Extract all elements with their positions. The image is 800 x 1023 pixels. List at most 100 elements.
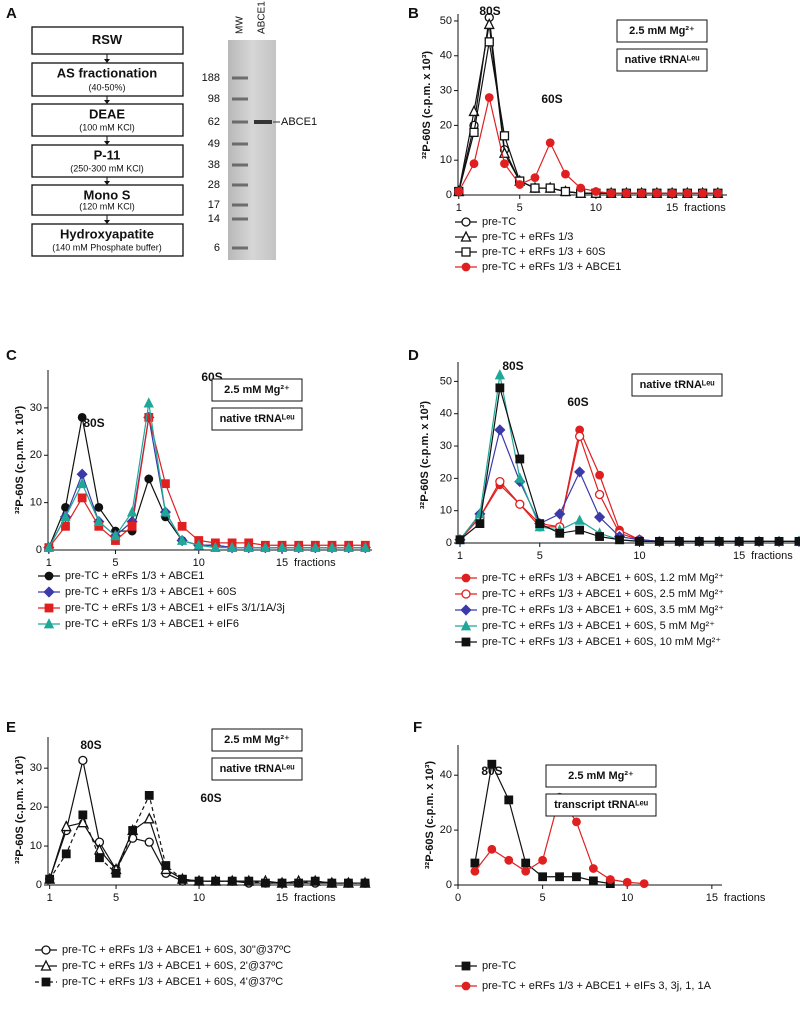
- panel-label: A: [6, 5, 17, 22]
- peak-label: 80S: [479, 4, 500, 18]
- x-axis-label: fractions: [724, 892, 766, 904]
- x-axis-label: fractions: [751, 550, 793, 562]
- marker: [261, 878, 270, 888]
- marker: [694, 536, 704, 546]
- y-axis-label: ³²P-60S (c.p.m. x 10³): [421, 51, 433, 160]
- condition-box: [211, 757, 303, 781]
- condition-label: 2.5 mM Mg²⁺: [629, 25, 695, 37]
- x-tick-label: 5: [517, 202, 523, 214]
- legend-label: pre-TC + eRFs 1/3 + ABCE1 + 60S, 10 mM M…: [482, 636, 721, 648]
- marker: [41, 945, 51, 955]
- abce1-band: [254, 120, 272, 124]
- marker: [484, 93, 494, 102]
- step-sub: (250-300 mM KCl): [70, 163, 144, 173]
- step-sub: (140 mM Phosphate buffer): [52, 242, 161, 252]
- mw-label: 28: [208, 179, 220, 191]
- step-sub: (100 mM KCl): [79, 122, 135, 132]
- x-tick-label: 0: [455, 892, 461, 904]
- condition-box: [211, 407, 303, 431]
- marker: [530, 173, 540, 182]
- panel-label: B: [408, 5, 419, 22]
- marker: [494, 424, 506, 436]
- condition-box: [631, 373, 723, 397]
- marker: [78, 755, 88, 766]
- marker: [360, 878, 370, 888]
- legend-label: pre-TC + eRFs 1/3 + ABCE1 + 60S, 2.5 mM …: [482, 588, 724, 600]
- y-tick-label: 40: [440, 50, 452, 62]
- y-tick-label: 10: [30, 840, 42, 852]
- marker: [713, 188, 723, 198]
- marker: [40, 959, 52, 971]
- marker: [243, 541, 254, 553]
- marker: [77, 493, 87, 503]
- x-tick-label: 1: [47, 892, 53, 904]
- marker: [454, 187, 464, 196]
- marker: [595, 470, 604, 480]
- marker: [461, 961, 471, 971]
- mw-band: [232, 97, 248, 101]
- legend-label: pre-TC + eRFs 1/3 + ABCE1 + eIFs 3, 3j, …: [482, 980, 712, 992]
- mw-label: 38: [208, 159, 220, 171]
- mw-label: 14: [208, 213, 220, 225]
- condition-label: 2.5 mM Mg²⁺: [568, 770, 634, 782]
- y-tick-label: 50: [440, 15, 452, 27]
- x-axis-label: fractions: [294, 557, 336, 569]
- marker: [160, 506, 171, 517]
- marker: [754, 536, 764, 546]
- y-axis-label: ³²P-60S (c.p.m. x 10³): [419, 401, 431, 510]
- marker: [576, 183, 586, 193]
- marker: [530, 183, 540, 193]
- lane-label: MW: [235, 16, 246, 34]
- step-box: [31, 26, 184, 55]
- marker: [470, 858, 480, 868]
- y-tick-label: 20: [440, 824, 452, 836]
- legend-label: pre-TC + eRFs 1/3 + ABCE1: [482, 261, 621, 273]
- step-box: [31, 184, 184, 216]
- y-tick-label: 30: [30, 402, 42, 414]
- marker: [176, 534, 188, 545]
- marker: [43, 586, 55, 598]
- marker: [344, 878, 353, 888]
- peak-label: 60S: [567, 395, 588, 409]
- marker: [144, 791, 154, 800]
- mw-label: 98: [208, 93, 220, 105]
- marker: [61, 521, 70, 531]
- marker: [575, 525, 585, 535]
- y-tick-label: 20: [440, 472, 452, 484]
- marker: [144, 412, 154, 422]
- step-box: [31, 223, 184, 257]
- marker: [44, 571, 54, 581]
- marker: [499, 131, 510, 141]
- marker: [128, 826, 138, 835]
- x-tick-label: 5: [540, 892, 546, 904]
- peak-label: 60S: [541, 92, 562, 106]
- y-tick-label: 20: [440, 119, 452, 131]
- marker: [588, 864, 598, 873]
- marker: [470, 866, 480, 876]
- legend-label: pre-TC + eRFs 1/3 + ABCE1 + 60S, 30"@37º…: [62, 944, 291, 956]
- marker: [461, 589, 471, 599]
- y-tick-label: 30: [30, 762, 42, 774]
- marker: [60, 510, 71, 522]
- marker: [515, 180, 525, 189]
- marker: [774, 536, 784, 546]
- marker: [461, 247, 471, 257]
- marker: [494, 369, 506, 380]
- marker: [43, 541, 54, 553]
- marker: [343, 541, 354, 553]
- condition-box: [211, 728, 303, 752]
- panel-label: D: [408, 347, 419, 364]
- marker: [554, 508, 566, 520]
- marker: [468, 105, 480, 117]
- marker: [515, 499, 525, 509]
- legend-label: pre-TC + eRFs 1/3 + ABCE1 + 60S: [65, 586, 237, 598]
- mw-label: 188: [202, 72, 220, 84]
- marker: [495, 383, 505, 393]
- marker: [227, 876, 237, 886]
- marker: [794, 536, 800, 546]
- marker: [561, 169, 570, 179]
- mw-label: 17: [208, 199, 220, 211]
- marker: [41, 977, 51, 987]
- marker: [487, 844, 497, 854]
